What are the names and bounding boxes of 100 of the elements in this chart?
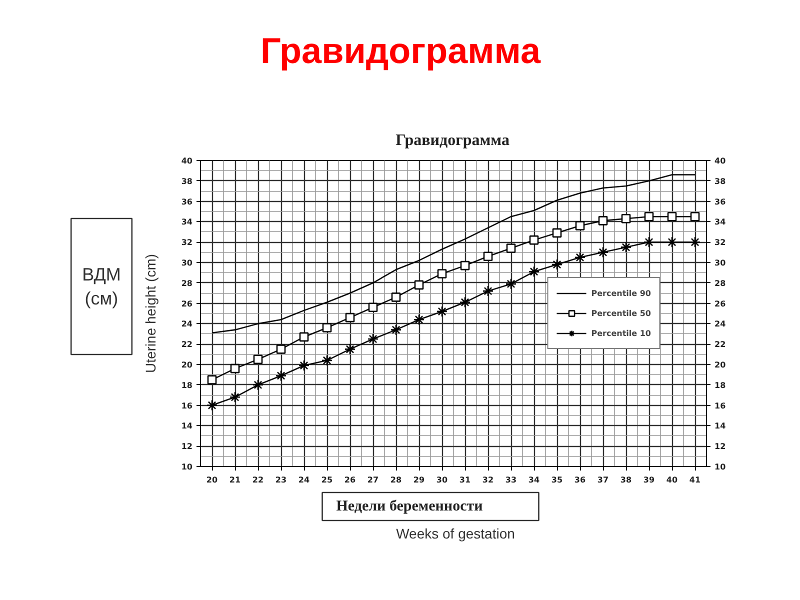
point xyxy=(597,246,609,258)
point xyxy=(483,252,493,262)
legend-label: Percentile 10 xyxy=(591,328,651,338)
x-tick-label: 35 xyxy=(551,476,563,484)
point xyxy=(345,312,355,322)
x-tick-label: 28 xyxy=(390,476,402,484)
y2-tick-label: 10 xyxy=(714,462,726,472)
x-tick-label: 30 xyxy=(436,476,448,484)
point xyxy=(436,306,448,318)
point xyxy=(230,364,240,374)
y2-tick-label: 36 xyxy=(714,197,726,206)
point xyxy=(528,266,540,278)
point xyxy=(368,302,378,312)
y-tick-label: 38 xyxy=(181,176,193,186)
point xyxy=(367,333,379,345)
x-tick-label: 31 xyxy=(459,476,471,484)
y-tick-label: 16 xyxy=(181,401,193,410)
x-tick-label: 36 xyxy=(574,476,586,484)
y2-tick-label: 24 xyxy=(714,320,726,329)
point xyxy=(482,285,494,297)
point xyxy=(459,296,471,308)
y-tick-label: 40 xyxy=(181,156,193,166)
y2-tick-label: 20 xyxy=(714,360,726,370)
x-tick-label: 21 xyxy=(229,476,241,484)
y-axis-title: Uterine height (cm) xyxy=(142,254,158,374)
y2-tick-label: 40 xyxy=(714,156,726,166)
y-tick-label: 10 xyxy=(181,462,193,472)
y-tick-label: 30 xyxy=(181,258,193,268)
y-tick-label: 20 xyxy=(181,360,193,370)
x-axis-title: Недели беременности xyxy=(336,498,484,514)
point xyxy=(252,379,264,391)
y2-tick-label: 14 xyxy=(714,422,726,431)
y-tick-label: 36 xyxy=(181,197,193,206)
legend-label: Percentile 90 xyxy=(591,288,651,298)
point xyxy=(667,212,677,222)
x-tick-label: 38 xyxy=(620,476,632,484)
y2-tick-label: 26 xyxy=(714,299,726,308)
x-tick-label: 29 xyxy=(413,476,425,484)
point xyxy=(275,370,287,382)
chart-subtitle: Гравидограмма xyxy=(396,132,510,149)
point xyxy=(643,236,655,248)
point xyxy=(276,344,286,354)
y2-tick-label: 18 xyxy=(714,380,726,390)
x-tick-label: 33 xyxy=(505,476,517,484)
point xyxy=(299,332,309,342)
x-tick-label: 26 xyxy=(344,476,356,484)
point xyxy=(321,354,333,366)
x-tick-label: 24 xyxy=(298,476,310,484)
point xyxy=(574,252,586,264)
x-tick-label: 22 xyxy=(252,476,264,484)
y-tick-label: 12 xyxy=(181,442,193,452)
point xyxy=(644,212,654,222)
point xyxy=(460,260,470,270)
y-tick-label: 26 xyxy=(181,299,193,308)
y2-tick-label: 34 xyxy=(714,218,726,227)
point xyxy=(529,235,539,245)
text: ВДМ (см) xyxy=(82,264,121,308)
y-tick-label: 14 xyxy=(181,422,193,431)
x-tick-label: 34 xyxy=(528,476,540,484)
point xyxy=(620,242,632,253)
point xyxy=(506,244,516,253)
point xyxy=(322,323,332,332)
y-tick-label: 28 xyxy=(181,278,193,288)
y-tick-label: 22 xyxy=(181,340,193,350)
point xyxy=(414,280,424,290)
y2-tick-label: 12 xyxy=(714,442,726,452)
x-tick-label: 20 xyxy=(206,476,218,484)
y-tick-label: 32 xyxy=(181,238,193,248)
point xyxy=(689,236,701,248)
y2-tick-label: 28 xyxy=(714,278,726,288)
y2-tick-label: 32 xyxy=(714,238,726,248)
x-tick-label: 32 xyxy=(482,476,494,484)
point xyxy=(437,269,447,278)
point xyxy=(207,375,217,384)
point xyxy=(229,391,241,403)
x-tick-label: 39 xyxy=(643,476,655,484)
x-tick-label: 25 xyxy=(321,476,333,484)
point xyxy=(390,324,402,336)
point xyxy=(391,292,401,302)
x-tick-label: 23 xyxy=(275,476,287,484)
text: Weeks of gestation xyxy=(396,526,515,542)
y-tick-label: 24 xyxy=(181,320,193,329)
y-tick-label: 18 xyxy=(181,380,193,390)
point xyxy=(621,214,631,224)
y2-tick-label: 22 xyxy=(714,340,726,350)
point xyxy=(413,314,425,326)
point xyxy=(505,278,517,290)
x-tick-label: 40 xyxy=(666,476,678,484)
point xyxy=(344,344,356,355)
point xyxy=(666,236,678,248)
x-tick-label: 27 xyxy=(367,476,379,484)
y-tick-label: 34 xyxy=(181,218,193,227)
point xyxy=(298,360,310,372)
y2-tick-label: 38 xyxy=(714,176,726,186)
point xyxy=(253,354,263,364)
point xyxy=(690,212,700,222)
y2-tick-label: 30 xyxy=(714,258,726,268)
point xyxy=(575,221,585,230)
x-tick-label: 41 xyxy=(689,476,701,484)
point xyxy=(551,258,563,270)
